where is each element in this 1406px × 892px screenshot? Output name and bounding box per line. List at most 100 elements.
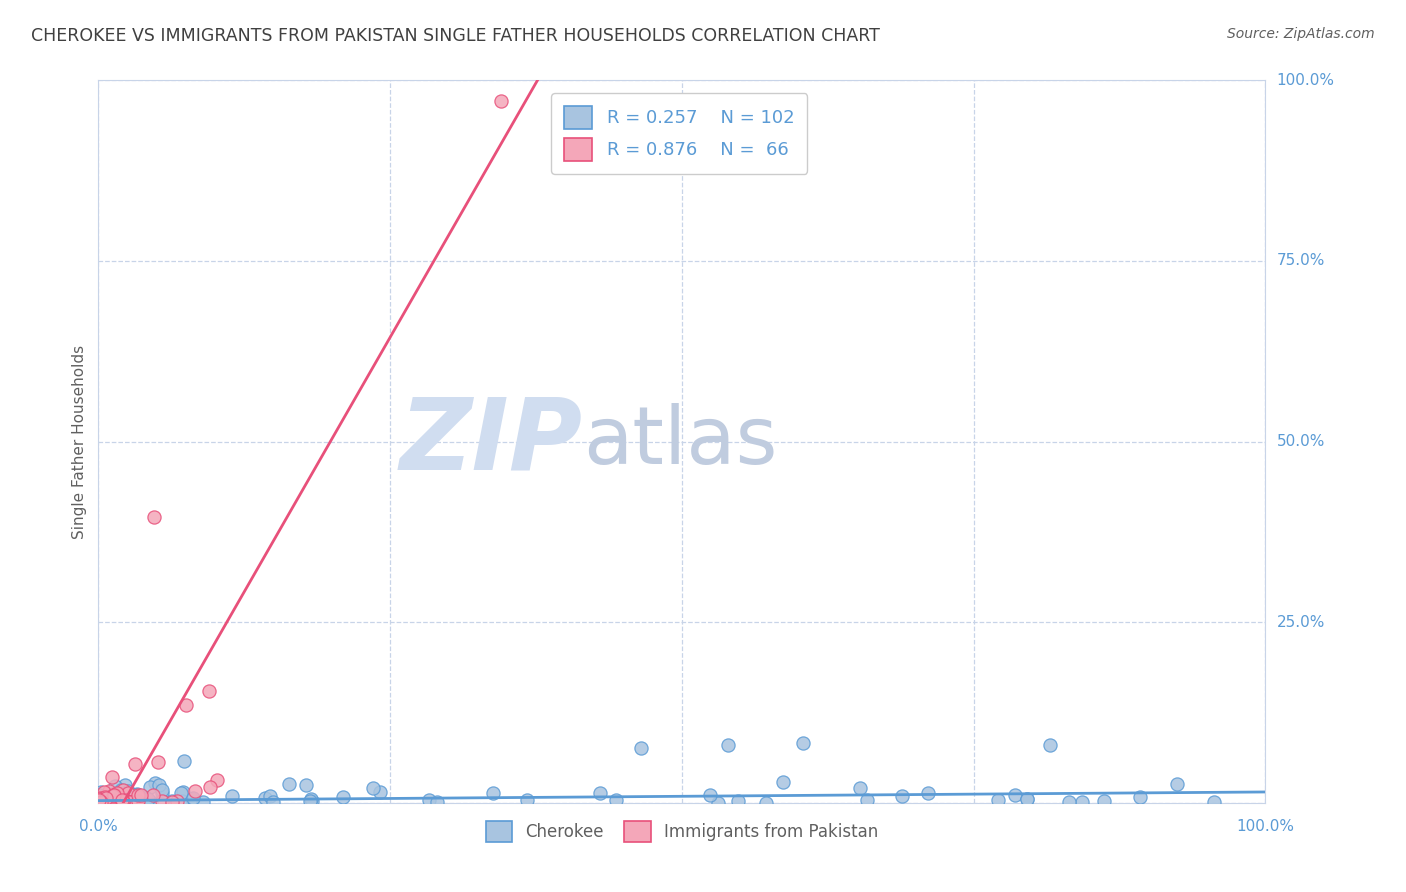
- Point: [100, 796, 122, 810]
- Point: [127, 790, 149, 805]
- Point: [198, 683, 221, 698]
- Point: [143, 510, 166, 524]
- Point: [117, 786, 139, 800]
- Point: [89, 793, 111, 807]
- Point: [150, 794, 173, 808]
- Point: [299, 792, 322, 806]
- Point: [172, 794, 194, 808]
- Point: [105, 792, 128, 806]
- Point: [117, 796, 139, 810]
- Point: [707, 796, 730, 810]
- Point: [93, 795, 115, 809]
- Point: [111, 794, 134, 808]
- Point: [1004, 788, 1026, 802]
- Point: [98, 796, 121, 810]
- Point: [166, 794, 188, 808]
- Point: [94, 791, 117, 805]
- Point: [118, 795, 141, 809]
- Point: [361, 780, 384, 795]
- Point: [90, 796, 112, 810]
- Point: [146, 755, 169, 769]
- Point: [262, 795, 284, 809]
- Point: [1129, 790, 1152, 805]
- Point: [132, 791, 155, 805]
- Point: [115, 793, 138, 807]
- Point: [104, 795, 127, 809]
- Point: [108, 794, 131, 808]
- Point: [89, 795, 111, 809]
- Point: [120, 792, 142, 806]
- Point: [132, 796, 155, 810]
- Point: [105, 786, 128, 800]
- Point: [122, 788, 145, 802]
- Text: 100.0%: 100.0%: [1277, 73, 1334, 87]
- Point: [93, 795, 115, 809]
- Point: [114, 778, 136, 792]
- Point: [917, 786, 939, 800]
- Point: [94, 793, 117, 807]
- Point: [124, 756, 146, 771]
- Point: [170, 786, 193, 800]
- Point: [1092, 794, 1115, 808]
- Text: 25.0%: 25.0%: [1277, 615, 1324, 630]
- Point: [368, 785, 391, 799]
- Point: [772, 774, 794, 789]
- Point: [111, 789, 134, 804]
- Point: [150, 783, 173, 797]
- Point: [145, 776, 167, 790]
- Point: [516, 793, 538, 807]
- Point: [125, 789, 148, 803]
- Point: [104, 787, 127, 801]
- Point: [91, 794, 114, 808]
- Point: [278, 777, 301, 791]
- Point: [107, 789, 129, 803]
- Point: [107, 786, 129, 800]
- Point: [1015, 792, 1038, 806]
- Point: [111, 790, 134, 805]
- Point: [103, 789, 125, 804]
- Point: [107, 789, 129, 803]
- Point: [97, 793, 120, 807]
- Point: [98, 794, 121, 808]
- Point: [89, 793, 111, 807]
- Point: [96, 791, 118, 805]
- Point: [98, 794, 121, 808]
- Point: [727, 794, 749, 808]
- Point: [891, 789, 914, 804]
- Point: [1039, 739, 1062, 753]
- Point: [150, 787, 173, 801]
- Point: [97, 794, 120, 808]
- Point: [136, 792, 159, 806]
- Point: [489, 94, 512, 108]
- Point: [120, 796, 142, 810]
- Point: [89, 788, 111, 802]
- Point: [90, 794, 112, 808]
- Text: CHEROKEE VS IMMIGRANTS FROM PAKISTAN SINGLE FATHER HOUSEHOLDS CORRELATION CHART: CHEROKEE VS IMMIGRANTS FROM PAKISTAN SIN…: [31, 27, 880, 45]
- Point: [127, 787, 149, 801]
- Point: [97, 784, 120, 798]
- Point: [605, 793, 627, 807]
- Text: atlas: atlas: [582, 402, 778, 481]
- Point: [103, 788, 125, 802]
- Point: [107, 796, 129, 810]
- Point: [127, 795, 149, 809]
- Text: 50.0%: 50.0%: [1277, 434, 1324, 449]
- Point: [94, 792, 117, 806]
- Point: [198, 780, 221, 794]
- Point: [104, 794, 127, 808]
- Text: 100.0%: 100.0%: [1236, 819, 1295, 834]
- Point: [181, 792, 204, 806]
- Point: [299, 794, 322, 808]
- Point: [221, 789, 243, 803]
- Point: [100, 796, 122, 810]
- Point: [117, 783, 139, 797]
- Point: [127, 794, 149, 808]
- Point: [1204, 795, 1226, 809]
- Point: [148, 778, 170, 792]
- Point: [90, 795, 112, 809]
- Point: [103, 789, 125, 803]
- Point: [301, 793, 323, 807]
- Text: ZIP: ZIP: [399, 393, 582, 490]
- Point: [103, 787, 125, 801]
- Point: [142, 789, 165, 803]
